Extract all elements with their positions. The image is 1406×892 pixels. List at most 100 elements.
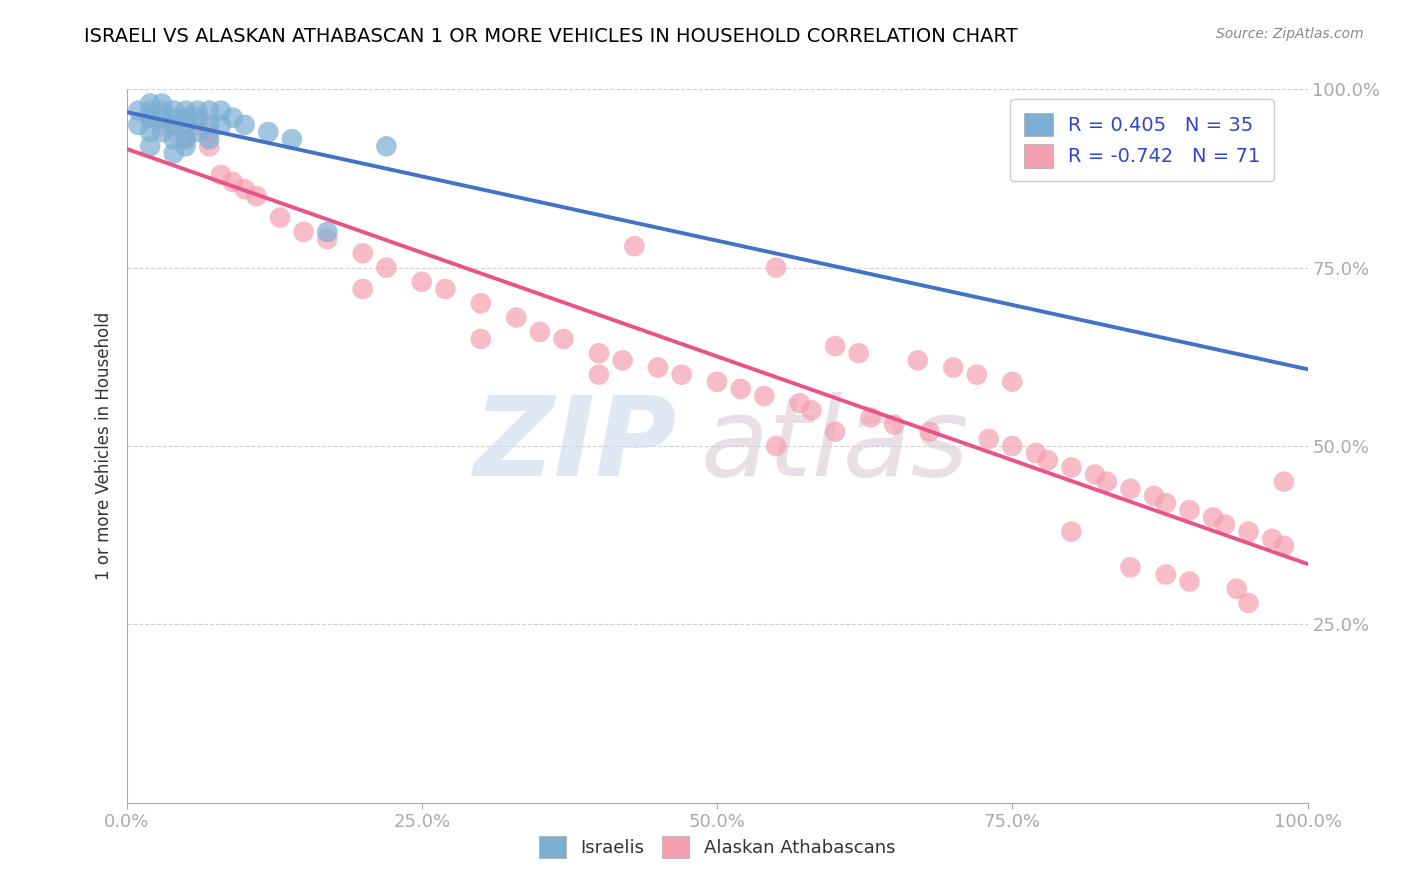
- Point: [1237, 596, 1260, 610]
- Point: [671, 368, 693, 382]
- Point: [245, 189, 267, 203]
- Point: [163, 125, 186, 139]
- Point: [1226, 582, 1249, 596]
- Legend: Israelis, Alaskan Athabascans: Israelis, Alaskan Athabascans: [531, 829, 903, 865]
- Point: [150, 118, 173, 132]
- Point: [529, 325, 551, 339]
- Point: [754, 389, 776, 403]
- Point: [883, 417, 905, 432]
- Y-axis label: 1 or more Vehicles in Household: 1 or more Vehicles in Household: [94, 312, 112, 580]
- Point: [1202, 510, 1225, 524]
- Point: [1213, 517, 1236, 532]
- Point: [174, 118, 197, 132]
- Point: [186, 118, 208, 132]
- Point: [1001, 439, 1024, 453]
- Point: [434, 282, 457, 296]
- Point: [198, 125, 221, 139]
- Point: [470, 332, 492, 346]
- Text: ZIP: ZIP: [474, 392, 678, 500]
- Point: [470, 296, 492, 310]
- Point: [612, 353, 634, 368]
- Point: [209, 103, 232, 118]
- Point: [1036, 453, 1059, 467]
- Point: [198, 118, 221, 132]
- Point: [1272, 475, 1295, 489]
- Point: [1143, 489, 1166, 503]
- Point: [174, 139, 197, 153]
- Point: [139, 111, 162, 125]
- Point: [553, 332, 575, 346]
- Point: [233, 118, 256, 132]
- Point: [174, 103, 197, 118]
- Point: [186, 103, 208, 118]
- Point: [824, 339, 846, 353]
- Point: [375, 139, 398, 153]
- Point: [1154, 567, 1177, 582]
- Point: [1272, 539, 1295, 553]
- Point: [150, 96, 173, 111]
- Point: [1119, 560, 1142, 574]
- Point: [1084, 467, 1107, 482]
- Point: [150, 103, 173, 118]
- Point: [1237, 524, 1260, 539]
- Point: [209, 168, 232, 182]
- Point: [623, 239, 645, 253]
- Point: [1178, 503, 1201, 517]
- Point: [588, 346, 610, 360]
- Point: [174, 111, 197, 125]
- Text: ISRAELI VS ALASKAN ATHABASCAN 1 OR MORE VEHICLES IN HOUSEHOLD CORRELATION CHART: ISRAELI VS ALASKAN ATHABASCAN 1 OR MORE …: [84, 27, 1018, 45]
- Point: [257, 125, 280, 139]
- Point: [966, 368, 988, 382]
- Point: [281, 132, 304, 146]
- Point: [1178, 574, 1201, 589]
- Point: [1025, 446, 1047, 460]
- Point: [150, 111, 173, 125]
- Text: atlas: atlas: [700, 392, 970, 500]
- Point: [505, 310, 527, 325]
- Point: [163, 146, 186, 161]
- Point: [588, 368, 610, 382]
- Point: [163, 132, 186, 146]
- Point: [174, 132, 197, 146]
- Point: [848, 346, 870, 360]
- Point: [150, 125, 173, 139]
- Point: [1001, 375, 1024, 389]
- Point: [1060, 460, 1083, 475]
- Point: [411, 275, 433, 289]
- Point: [1119, 482, 1142, 496]
- Point: [907, 353, 929, 368]
- Point: [198, 139, 221, 153]
- Point: [352, 282, 374, 296]
- Point: [233, 182, 256, 196]
- Point: [139, 111, 162, 125]
- Point: [1261, 532, 1284, 546]
- Point: [222, 111, 245, 125]
- Point: [352, 246, 374, 260]
- Point: [1095, 475, 1118, 489]
- Point: [942, 360, 965, 375]
- Point: [222, 175, 245, 189]
- Point: [174, 111, 197, 125]
- Point: [186, 125, 208, 139]
- Point: [824, 425, 846, 439]
- Point: [269, 211, 291, 225]
- Point: [198, 132, 221, 146]
- Point: [139, 103, 162, 118]
- Point: [730, 382, 752, 396]
- Point: [316, 232, 339, 246]
- Point: [977, 432, 1000, 446]
- Point: [163, 111, 186, 125]
- Point: [139, 139, 162, 153]
- Point: [174, 132, 197, 146]
- Point: [765, 260, 787, 275]
- Point: [918, 425, 941, 439]
- Point: [1060, 524, 1083, 539]
- Point: [163, 118, 186, 132]
- Point: [647, 360, 669, 375]
- Point: [706, 375, 728, 389]
- Point: [800, 403, 823, 417]
- Point: [789, 396, 811, 410]
- Point: [209, 118, 232, 132]
- Point: [859, 410, 882, 425]
- Point: [186, 111, 208, 125]
